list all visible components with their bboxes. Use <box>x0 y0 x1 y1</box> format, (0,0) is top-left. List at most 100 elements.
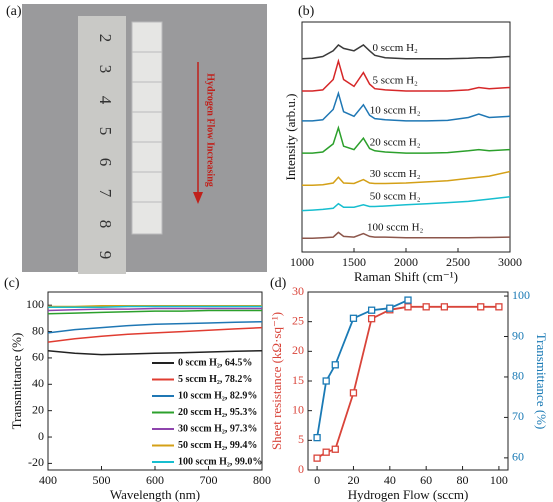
y2-tick-label: 60 <box>512 450 524 464</box>
series-label: 5 sccm H₂ <box>373 74 419 86</box>
marker <box>322 377 330 385</box>
y2-tick-label: 70 <box>512 409 524 423</box>
legend-label: 10 sccm H₂, 82.9% <box>178 390 257 401</box>
marker <box>495 303 503 311</box>
x-tick-label: 80 <box>457 473 469 487</box>
x-tick-label: 1000 <box>290 255 314 269</box>
x-tick-label: 20 <box>347 473 359 487</box>
y-tick-label: 100 <box>26 297 44 311</box>
series-label: 10 sccm H₂ <box>370 104 421 116</box>
series-label: 50 sccm H₂ <box>370 191 421 203</box>
y-tick-label: 0 <box>38 429 44 443</box>
series-line <box>302 170 511 187</box>
y2-axis-label: Transmittance (%) <box>534 333 549 430</box>
marker <box>386 304 394 312</box>
ruler-mark: 2 <box>96 34 115 43</box>
series-line <box>302 125 511 154</box>
series-line <box>301 44 511 60</box>
ruler-mark: 6 <box>96 158 115 167</box>
legend-label: 100 sccm H₂, 99.0% <box>178 456 262 467</box>
panel-label: (d) <box>270 276 287 291</box>
marker <box>404 303 412 311</box>
y-tick-label: 40 <box>32 376 44 390</box>
ruler-mark: 4 <box>96 96 115 105</box>
series-line <box>47 309 262 315</box>
x-tick-label: 600 <box>146 473 164 487</box>
x-tick-label: 100 <box>490 473 508 487</box>
marker <box>367 306 376 314</box>
ruler <box>78 16 126 274</box>
x-tick-label: 2000 <box>394 255 418 269</box>
ruler-mark: 7 <box>96 189 115 198</box>
series-line <box>302 90 511 122</box>
marker <box>313 433 321 442</box>
x-axis-label: Raman Shift (cm⁻¹) <box>354 269 458 284</box>
y-tick-label: 25 <box>292 313 304 327</box>
series-label: 0 sccm H₂ <box>373 42 419 54</box>
series-line <box>47 307 262 312</box>
x-tick-label: 1500 <box>342 255 366 269</box>
photo-panel: (a) Hydrogen Flow Increasing <box>6 4 267 274</box>
x-tick-label: 60 <box>420 473 432 487</box>
y2-tick-label: 90 <box>512 328 524 342</box>
legend-label: 30 sccm H₂, 97.3% <box>178 423 257 434</box>
y-tick-label: 30 <box>292 284 304 298</box>
legend-label: 5 sccm H₂, 78.2% <box>178 374 252 385</box>
series-label: 30 sccm H₂ <box>370 168 421 180</box>
x-axis-label: Hydrogen Flow (sccm) <box>348 487 469 502</box>
y-tick-label: 10 <box>292 402 304 416</box>
arrow-head <box>193 192 203 204</box>
panel-label: (c) <box>4 276 20 291</box>
series-line <box>47 326 263 343</box>
series-line <box>47 349 263 356</box>
marker <box>331 445 339 453</box>
legend-label: 50 sccm H₂, 99.4% <box>178 440 257 451</box>
y-tick-label: 20 <box>32 402 44 416</box>
series-label: 100 sccm H₂ <box>367 222 424 234</box>
y-tick-label: 5 <box>298 432 304 446</box>
x-tick-label: 3000 <box>498 255 522 269</box>
x-axis-label: Wavelength (nm) <box>110 487 200 502</box>
y2-tick-label: 100 <box>512 288 530 302</box>
y-tick-label: -20 <box>28 455 44 469</box>
y-axis-label: Intensity (arb.u.) <box>283 93 298 180</box>
y2-tick-label: 80 <box>512 369 524 383</box>
series-line <box>316 299 409 438</box>
ruler-mark: 8 <box>96 220 115 229</box>
annotation: Hydrogen Flow Increasing <box>205 73 216 187</box>
legend-label: 0 sccm H₂, 64.5% <box>178 357 252 368</box>
series-line <box>301 196 511 212</box>
series-line <box>302 231 511 239</box>
marker <box>404 296 412 304</box>
x-tick-label: 0 <box>314 473 320 487</box>
x-tick-label: 40 <box>384 473 396 487</box>
x-tick-label: 400 <box>39 473 57 487</box>
series-line <box>48 305 262 308</box>
marker <box>422 303 430 311</box>
marker <box>440 303 449 311</box>
y-axis-label: Sheet resistance (kΩ·sq⁻¹) <box>269 312 284 450</box>
y-axis-label: Transmittance (%) <box>9 333 24 430</box>
marker <box>477 303 485 311</box>
samples <box>131 21 163 235</box>
panel-label: (a) <box>6 4 22 19</box>
y-tick-label: 15 <box>292 373 304 387</box>
y-tick-label: 80 <box>32 323 44 337</box>
y-tick-label: 20 <box>292 343 304 357</box>
panel-label: (b) <box>298 4 315 19</box>
y-tick-label: 0 <box>298 462 304 476</box>
marker <box>313 454 321 462</box>
series-line <box>47 320 263 334</box>
x-tick-label: 800 <box>253 473 271 487</box>
ruler-mark: 3 <box>96 65 115 74</box>
marker <box>322 448 330 456</box>
marker <box>331 361 339 369</box>
marker <box>349 389 358 397</box>
series-label: 20 sccm H₂ <box>370 136 421 148</box>
legend-label: 20 sccm H₂, 95.3% <box>178 407 257 418</box>
marker <box>367 315 376 323</box>
x-tick-label: 500 <box>93 473 111 487</box>
y-tick-label: 60 <box>32 350 44 364</box>
series-line <box>302 58 511 92</box>
